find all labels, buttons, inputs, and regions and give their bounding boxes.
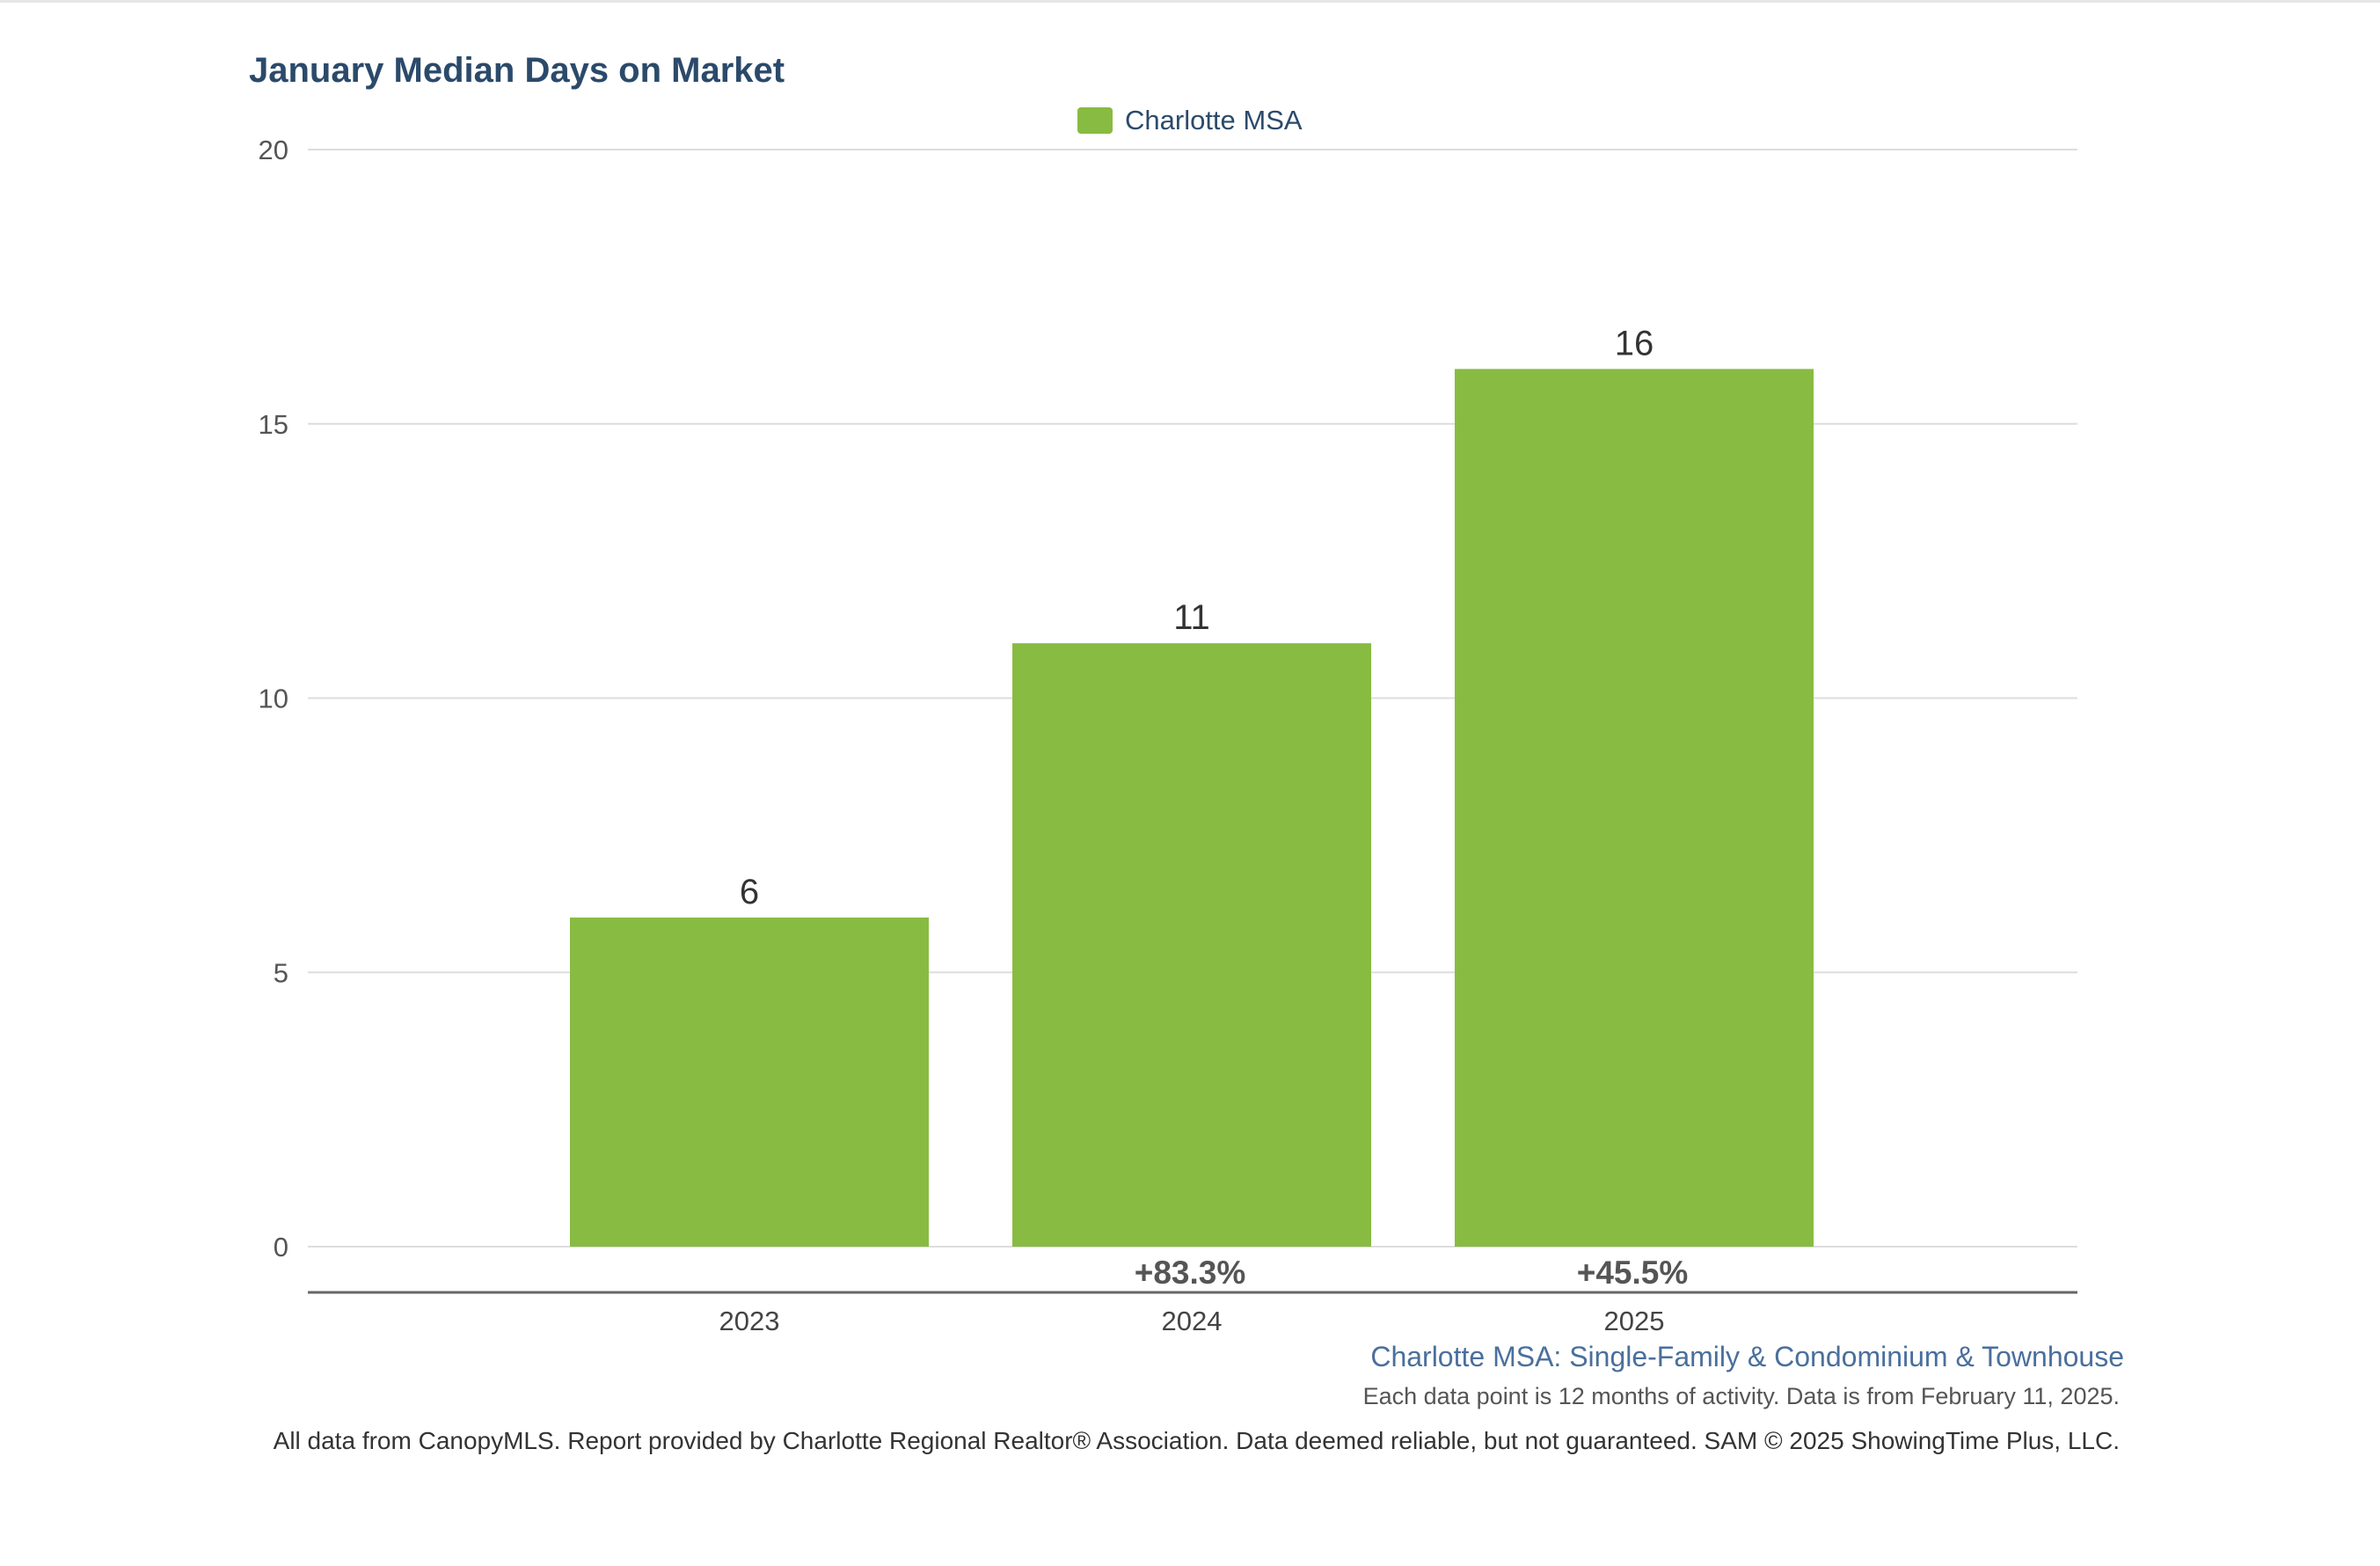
y-tick-label: 0 [274,1232,288,1262]
top-border [0,0,2380,3]
bar [1012,643,1371,1247]
data-note: Each data point is 12 months of activity… [1362,1383,2120,1409]
change-label: +83.3% [1135,1255,1246,1291]
x-tick-label: 2025 [1604,1306,1665,1336]
legend[interactable]: Charlotte MSA [1077,103,1303,138]
data-label: 6 [740,873,759,911]
legend-label: Charlotte MSA [1125,105,1303,135]
data-label: 11 [1173,598,1210,637]
x-tick-label: 2024 [1162,1306,1223,1336]
data-labels: 6 11 16 [740,324,1654,911]
y-tick-label: 20 [259,135,288,165]
bars [570,369,1814,1247]
change-label: +45.5% [1577,1255,1689,1291]
bar [570,917,929,1247]
bar [1455,369,1814,1247]
legend-swatch [1077,107,1113,134]
x-axis-ticks: 2023 2024 2025 [719,1306,1665,1336]
y-axis-ticks: 0 5 10 15 20 [259,135,288,1262]
change-labels: +83.3% +45.5% [1135,1255,1689,1291]
y-tick-label: 5 [274,957,288,988]
x-tick-label: 2023 [719,1306,780,1336]
chart-title: January Median Days on Market [249,51,785,90]
y-tick-label: 15 [259,409,288,440]
footer-note: All data from CanopyMLS. Report provided… [273,1427,2120,1454]
y-tick-label: 10 [259,684,288,714]
chart-subtitle: Charlotte MSA: Single-Family & Condomini… [1370,1341,2124,1372]
data-label: 16 [1615,324,1654,362]
